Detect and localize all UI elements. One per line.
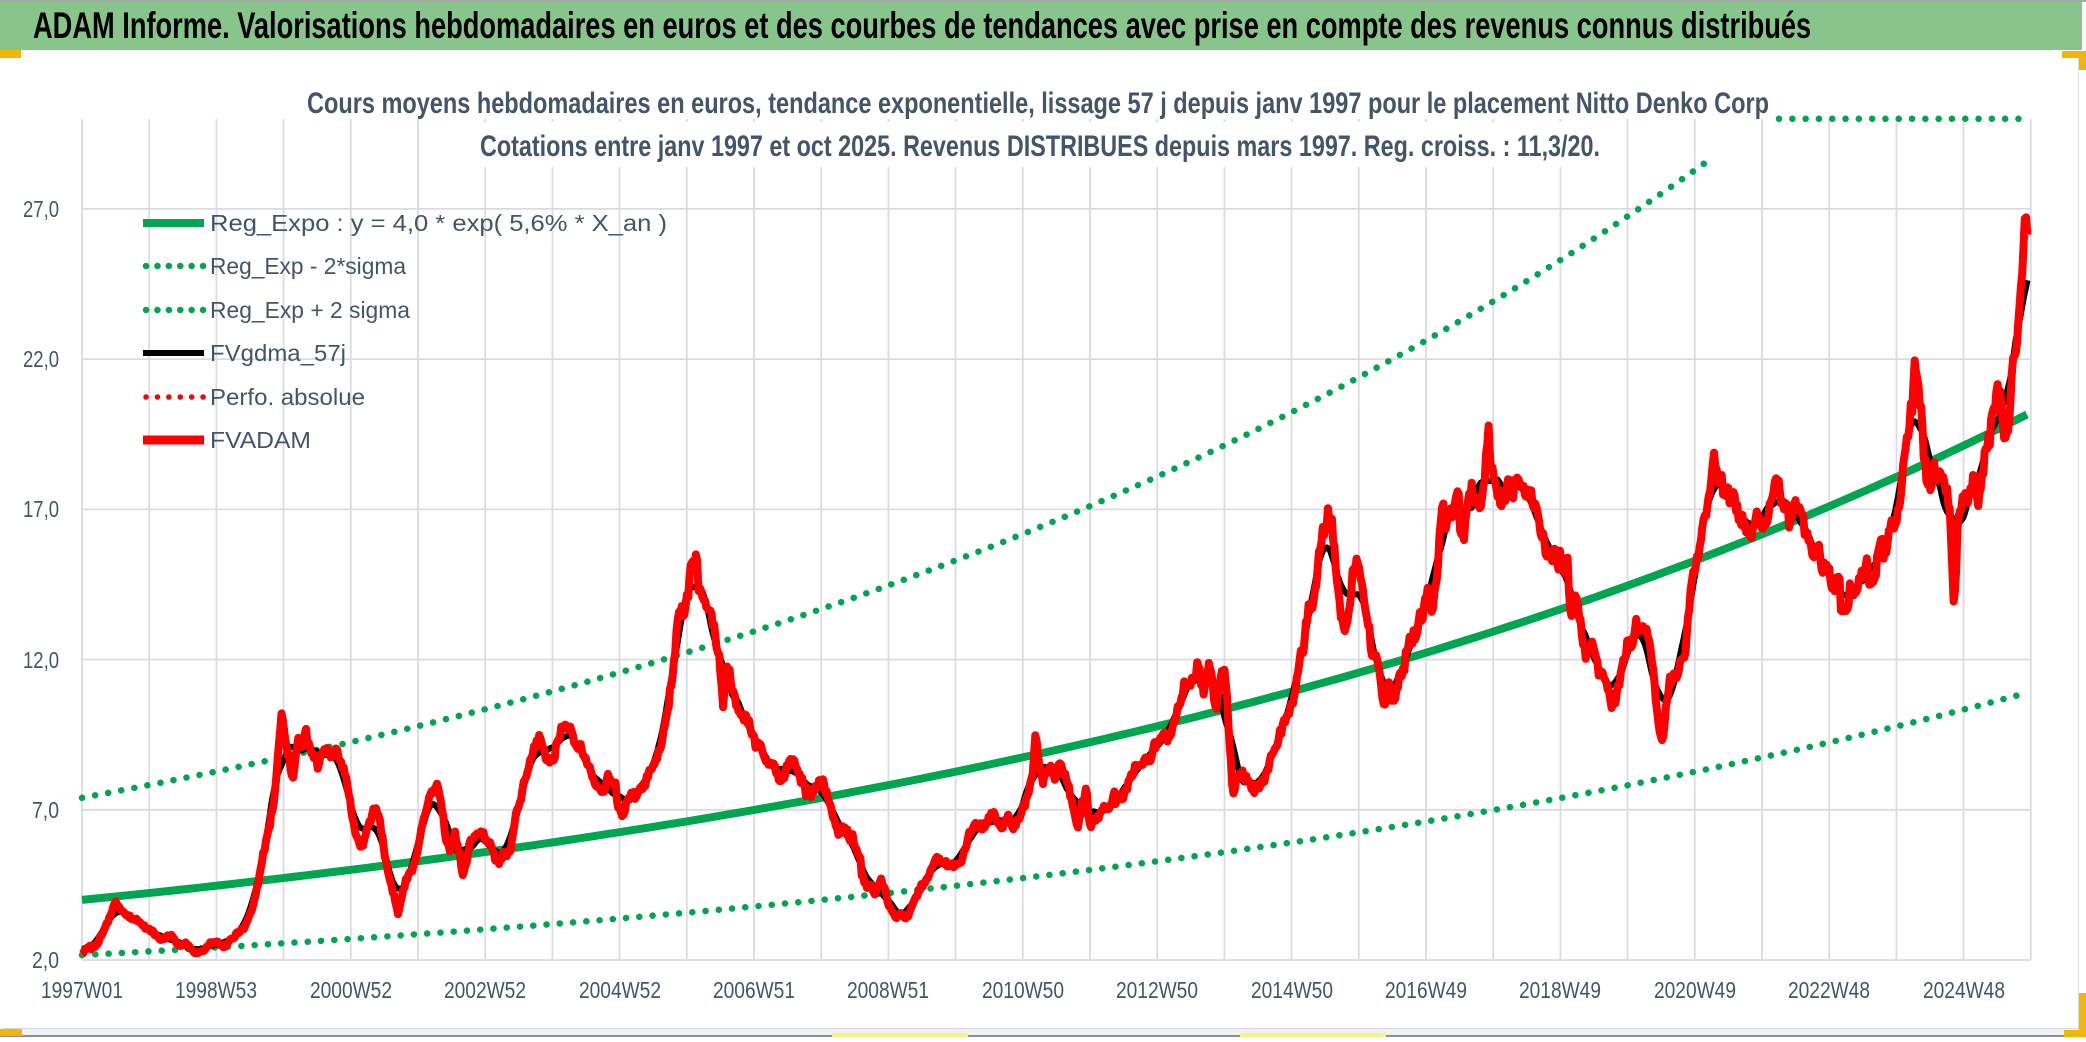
svg-text:2018W49: 2018W49 xyxy=(1519,977,1601,1003)
svg-text:17,0: 17,0 xyxy=(23,496,59,522)
svg-text:7,0: 7,0 xyxy=(32,797,59,823)
svg-text:2000W52: 2000W52 xyxy=(310,977,392,1003)
svg-text:2008W51: 2008W51 xyxy=(847,977,929,1003)
svg-text:12,0: 12,0 xyxy=(23,647,59,673)
svg-text:2016W49: 2016W49 xyxy=(1385,977,1467,1003)
svg-text:Perfo. absolue: Perfo. absolue xyxy=(210,384,365,410)
svg-text:2002W52: 2002W52 xyxy=(444,977,526,1003)
svg-text:2022W48: 2022W48 xyxy=(1788,977,1870,1003)
svg-text:2020W49: 2020W49 xyxy=(1654,977,1736,1003)
svg-text:1997W01: 1997W01 xyxy=(41,977,123,1003)
svg-text:Reg_Expo : y = 4,0 * exp( 5,6%: Reg_Expo : y = 4,0 * exp( 5,6% * X_an ) xyxy=(210,210,667,236)
svg-text:2006W51: 2006W51 xyxy=(713,977,795,1003)
svg-text:2024W48: 2024W48 xyxy=(1923,977,2005,1003)
svg-text:2004W52: 2004W52 xyxy=(579,977,661,1003)
svg-text:2,0: 2,0 xyxy=(32,947,59,973)
svg-text:2014W50: 2014W50 xyxy=(1251,977,1333,1003)
svg-text:22,0: 22,0 xyxy=(23,346,59,372)
svg-text:Reg_Exp + 2 sigma: Reg_Exp + 2 sigma xyxy=(210,297,411,323)
svg-text:Reg_Exp - 2*sigma: Reg_Exp - 2*sigma xyxy=(210,253,407,279)
svg-text:Cours moyens hebdomadaires en: Cours moyens hebdomadaires en euros, ten… xyxy=(307,87,1769,120)
svg-text:FVADAM: FVADAM xyxy=(210,427,311,453)
svg-text:Cotations entre janv 1997 et o: Cotations entre janv 1997 et oct 2025. R… xyxy=(480,130,1600,163)
svg-text:27,0: 27,0 xyxy=(23,196,59,222)
svg-text:2010W50: 2010W50 xyxy=(982,977,1064,1003)
svg-text:2012W50: 2012W50 xyxy=(1116,977,1198,1003)
svg-text:1998W53: 1998W53 xyxy=(175,977,257,1003)
svg-text:FVgdma_57j: FVgdma_57j xyxy=(210,340,346,366)
